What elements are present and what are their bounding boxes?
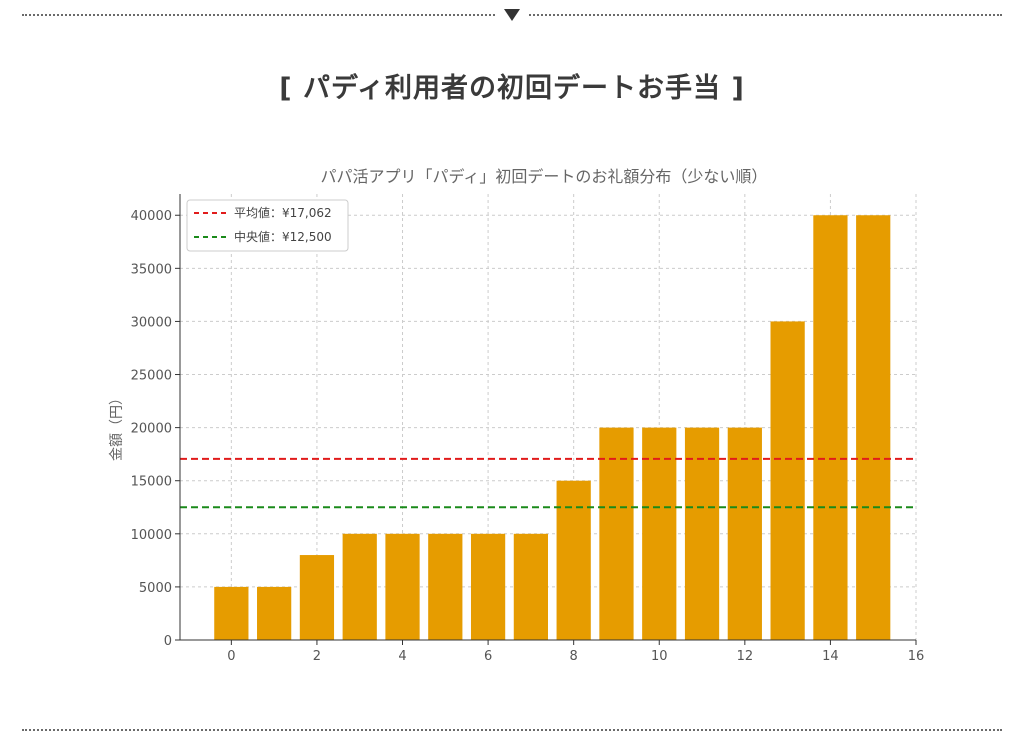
bar: [385, 533, 420, 640]
bar: [342, 533, 377, 640]
x-tick-label: 0: [227, 649, 235, 664]
y-tick-label: 30000: [131, 315, 172, 330]
y-tick-label: 0: [164, 634, 172, 649]
x-tick-label: 12: [737, 649, 754, 664]
bar: [770, 321, 805, 640]
bar: [513, 533, 548, 640]
bar: [214, 586, 249, 640]
bar: [642, 427, 677, 640]
chart-title: パパ活アプリ「パディ」初回デートのお礼額分布（少ない順）: [321, 167, 768, 186]
bar: [299, 555, 335, 640]
bar-layer: [214, 215, 891, 640]
bar: [257, 586, 292, 640]
bar: [599, 427, 634, 640]
bar: [813, 215, 848, 640]
bar: [856, 215, 891, 640]
x-tick-label: 6: [484, 649, 492, 664]
x-tick-label: 16: [908, 649, 925, 664]
y-tick-label: 5000: [139, 581, 172, 596]
legend-mean-label: 平均値：¥17,062: [234, 205, 332, 220]
y-tick-label: 40000: [131, 209, 172, 224]
y-axis-label: 金額（円）: [109, 391, 125, 461]
bar: [727, 427, 762, 640]
x-tick-label: 10: [651, 649, 668, 664]
legend: 平均値：¥17,062 中央値：¥12,500: [186, 199, 349, 252]
y-tick-label: 10000: [131, 528, 172, 543]
x-tick-label: 4: [398, 649, 406, 664]
bar: [556, 480, 591, 640]
x-tick-label: 2: [313, 649, 321, 664]
legend-median-label: 中央値：¥12,500: [234, 229, 332, 244]
legend-box: [186, 199, 349, 252]
bar: [428, 533, 463, 640]
y-tick-label: 25000: [131, 369, 172, 384]
bar: [684, 427, 720, 640]
down-triangle-icon: [504, 9, 520, 21]
reference-lines: [180, 457, 916, 509]
page-heading: [ パディ利用者の初回デートお手当 ]: [279, 73, 745, 104]
x-tick-label: 8: [570, 649, 578, 664]
y-tick-label: 15000: [131, 475, 172, 490]
bottom-divider: [22, 729, 1002, 731]
x-tick-label: 14: [822, 649, 839, 664]
y-tick-label: 35000: [131, 262, 172, 277]
y-tick-label: 20000: [131, 422, 172, 437]
tick-labels: 0 5000 10000 15000 20000 25000 30000 35000 40000…: [131, 209, 925, 664]
bar: [470, 533, 506, 640]
